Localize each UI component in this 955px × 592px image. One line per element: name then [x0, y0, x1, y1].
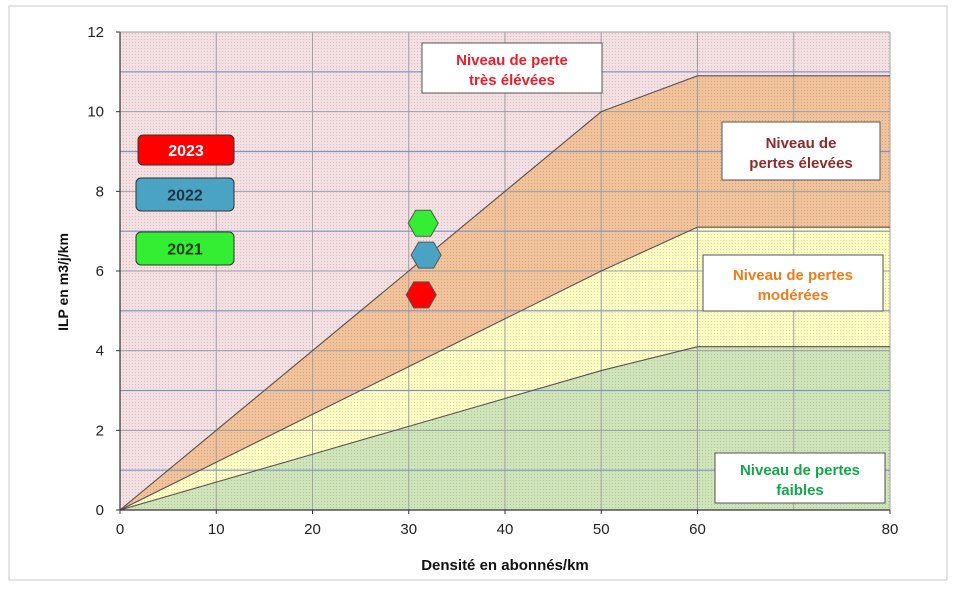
legend-label: 2022	[167, 188, 203, 205]
data-point-2023	[405, 281, 437, 309]
y-tick-label: 0	[96, 502, 104, 519]
zone-label-line-2: modérées	[758, 287, 829, 304]
y-tick-label: 6	[96, 263, 104, 280]
label-very-high-loss-text: Niveau de perte très élévées	[456, 52, 568, 89]
legend-item-2022: 2022	[135, 177, 235, 212]
x-tick-label: 50	[593, 521, 610, 538]
legend-label: 2021	[167, 242, 203, 259]
zone-label-line-2: très élévées	[469, 72, 555, 89]
label-low-loss: Niveau de pertes faibles	[714, 452, 886, 504]
zone-label-line-1: Niveau de pertes	[733, 267, 853, 284]
zone-label-line-1: Niveau de perte	[456, 52, 568, 69]
label-moderate-loss-box	[702, 254, 884, 312]
data-point-2021	[407, 209, 439, 237]
zone-boundary-line	[119, 346, 890, 511]
data-point-2022	[410, 241, 442, 269]
x-tick-label: 30	[400, 521, 417, 538]
zone-boundary-line	[119, 75, 890, 511]
legend-item-2023: 2023	[137, 134, 235, 166]
label-high-loss-text: Niveau de pertes élevées	[749, 135, 852, 172]
x-tick-label: 60	[689, 521, 706, 538]
x-tick-label: 10	[208, 521, 225, 538]
y-tick-label: 8	[96, 183, 104, 200]
y-tick-label: 10	[87, 104, 104, 121]
legend-swatch	[135, 231, 235, 266]
legend-swatch	[135, 177, 235, 212]
x-tick-label: 80	[882, 521, 899, 538]
zone-label-line-2: faibles	[776, 482, 824, 499]
label-high-loss: Niveau de pertes élevées	[721, 121, 881, 181]
x-tick-label: 40	[497, 521, 514, 538]
y-tick-label: 2	[96, 422, 104, 439]
label-low-loss-text: Niveau de pertes faibles	[740, 462, 860, 499]
zone-boundary-line	[119, 226, 890, 511]
zone-label-line-1: Niveau de	[766, 135, 837, 152]
label-very-high-loss: Niveau de perte très élévées	[421, 42, 603, 94]
y-tick-label: 4	[96, 343, 104, 360]
label-low-loss-box	[714, 452, 886, 504]
zone-label-line-2: pertes élevées	[749, 155, 852, 172]
y-axis-title: ILP en m3/j/km	[55, 233, 71, 331]
label-moderate-loss-text: Niveau de pertes modérées	[733, 267, 853, 304]
label-moderate-loss: Niveau de pertes modérées	[702, 254, 884, 312]
label-high-loss-box	[721, 121, 881, 181]
legend-item-2021: 2021	[135, 231, 235, 266]
legend-label: 2023	[168, 143, 204, 160]
label-very-high-loss-box	[421, 42, 603, 94]
x-tick-label: 0	[116, 521, 124, 538]
x-axis-title: Densité en abonnés/km	[421, 557, 589, 574]
x-tick-label: 20	[304, 521, 321, 538]
zone-label-line-1: Niveau de pertes	[740, 462, 860, 479]
y-tick-label: 12	[87, 24, 104, 41]
legend-swatch	[137, 134, 235, 166]
